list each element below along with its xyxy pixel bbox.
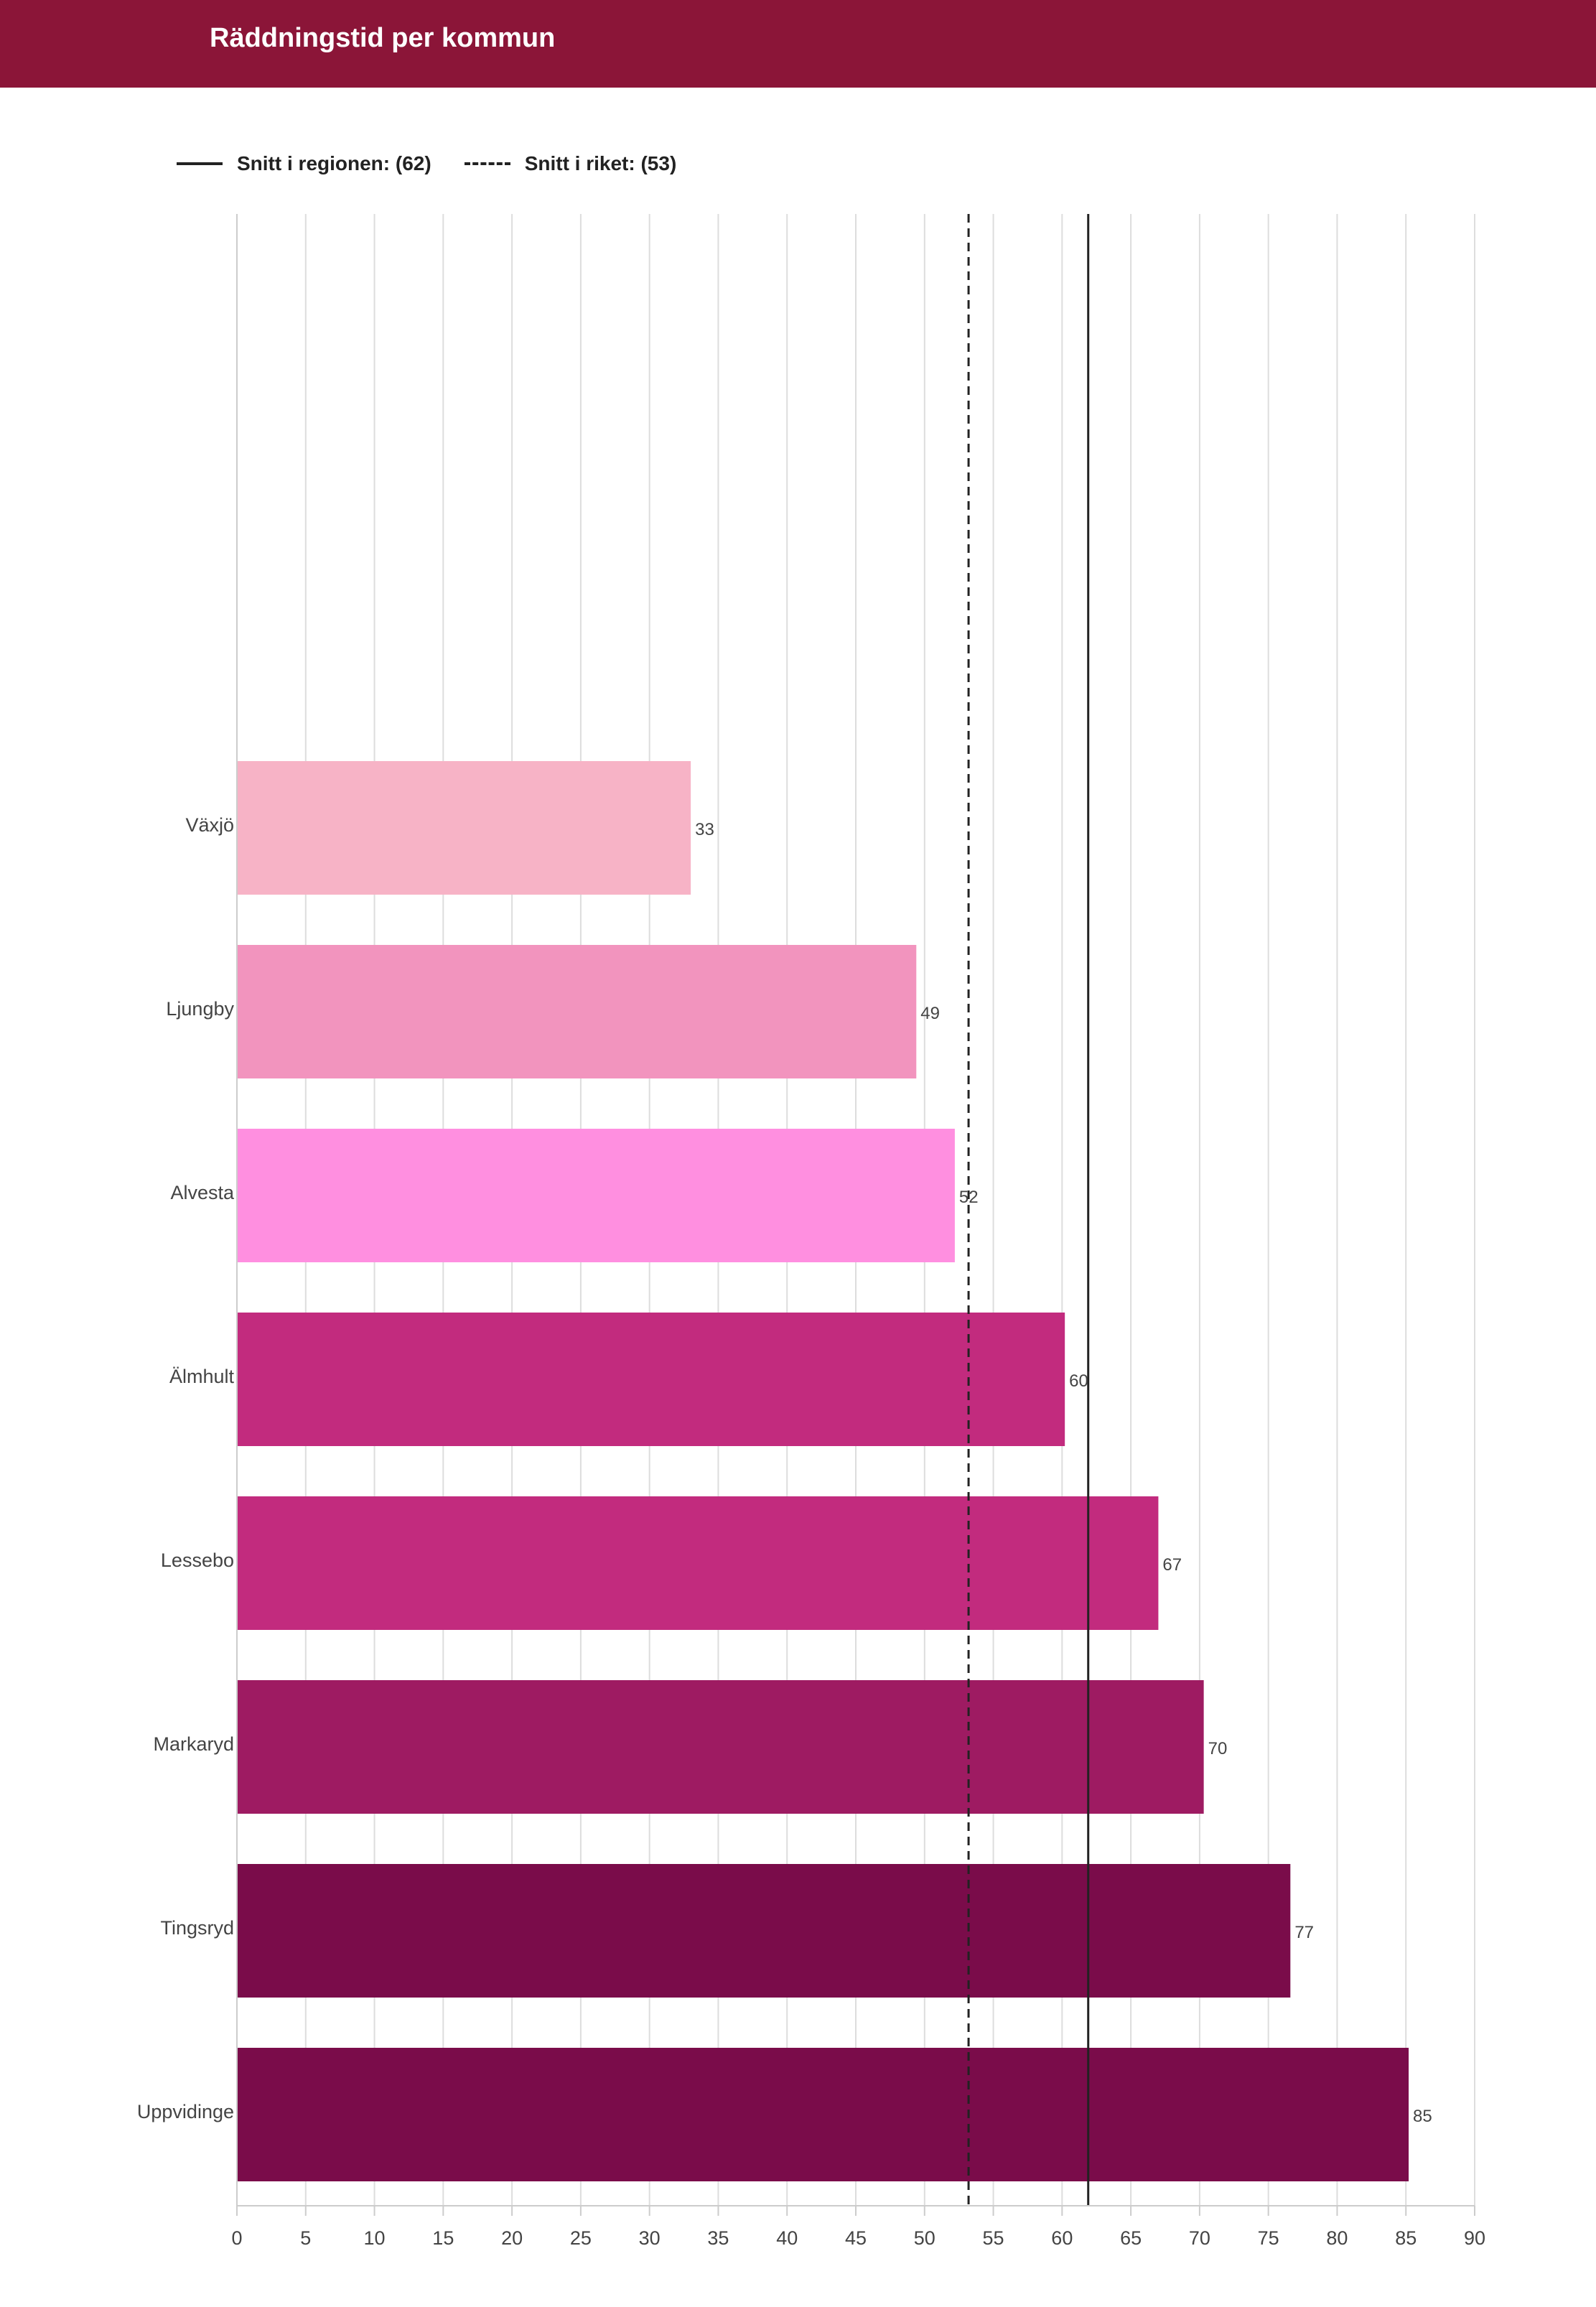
data-label-Växjö: 33 [695, 820, 714, 839]
bar-Markaryd [237, 1680, 1204, 1814]
legend-item-region-average: Snitt i regionen: (62) [177, 152, 431, 175]
x-tick-label-70: 70 [1189, 2227, 1210, 2249]
bar-Alvesta [237, 1129, 955, 1262]
data-label-Ljungby: 49 [920, 1004, 940, 1023]
bar-Uppvidinge [237, 2048, 1409, 2181]
x-tick-label-85: 85 [1395, 2227, 1417, 2249]
page-title: Räddningstid per kommun [210, 23, 556, 53]
reference-lines [967, 214, 1090, 2206]
labels: 33 Växjö 49 Ljungby 52 Alvesta 60 Älmhult 67 Less… [137, 814, 1432, 2126]
bar-Växjö [237, 761, 691, 895]
x-tick-label-60: 60 [1051, 2227, 1073, 2249]
data-label-Lessebo: 67 [1162, 1555, 1182, 1575]
x-tick-label-15: 15 [432, 2227, 454, 2249]
legend-label-national: Snitt i riket: (53) [524, 152, 677, 174]
category-label-Lessebo: Lessebo [161, 1549, 234, 1571]
x-tick-label-90: 90 [1464, 2227, 1485, 2249]
data-label-Tingsryd: 77 [1294, 1923, 1314, 1942]
legend-label-region: Snitt i regionen: (62) [237, 152, 431, 174]
bars [237, 761, 1409, 2181]
category-label-Växjö: Växjö [185, 814, 234, 836]
solid-line-icon [177, 162, 223, 165]
x-tick-label-45: 45 [845, 2227, 867, 2249]
x-tick-label-80: 80 [1326, 2227, 1348, 2249]
category-label-Ljungby: Ljungby [166, 998, 234, 1020]
header-bar: Räddningstid per kommun [0, 0, 1596, 88]
x-axis: 0 5 10 15 20 25 30 35 40 45 50 55 60 65 70 75 80 85 90 [231, 214, 1485, 2249]
bar-Tingsryd [237, 1864, 1291, 1998]
data-label-Uppvidinge: 85 [1413, 2107, 1432, 2126]
bar-Ljungby [237, 945, 917, 1078]
data-label-Älmhult: 60 [1069, 1371, 1088, 1391]
x-tick-label-55: 55 [983, 2227, 1004, 2249]
data-label-Alvesta: 52 [959, 1188, 979, 1207]
category-label-Markaryd: Markaryd [153, 1733, 234, 1755]
category-label-Alvesta: Alvesta [170, 1182, 235, 1203]
legend-item-national-average: Snitt i riket: (53) [464, 152, 677, 175]
x-tick-label-10: 10 [364, 2227, 386, 2249]
x-tick-label-25: 25 [570, 2227, 592, 2249]
x-tick-label-50: 50 [914, 2227, 935, 2249]
x-tick-label-75: 75 [1258, 2227, 1279, 2249]
dashed-line-icon [464, 162, 510, 165]
legend: Snitt i regionen: (62) Snitt i riket: (5… [177, 149, 709, 178]
x-tick-label-0: 0 [231, 2227, 242, 2249]
x-tick-label-65: 65 [1120, 2227, 1142, 2249]
x-tick-label-5: 5 [300, 2227, 311, 2249]
x-tick-label-40: 40 [776, 2227, 798, 2249]
bar-Lessebo [237, 1496, 1159, 1630]
data-label-Markaryd: 70 [1208, 1739, 1228, 1758]
category-label-Tingsryd: Tingsryd [160, 1917, 234, 1939]
category-label-Uppvidinge: Uppvidinge [137, 2101, 234, 2122]
x-tick-label-35: 35 [707, 2227, 729, 2249]
bar-Älmhult [237, 1313, 1065, 1446]
category-label-Älmhult: Älmhult [169, 1366, 235, 1387]
x-tick-label-20: 20 [501, 2227, 523, 2249]
x-tick-label-30: 30 [639, 2227, 661, 2249]
